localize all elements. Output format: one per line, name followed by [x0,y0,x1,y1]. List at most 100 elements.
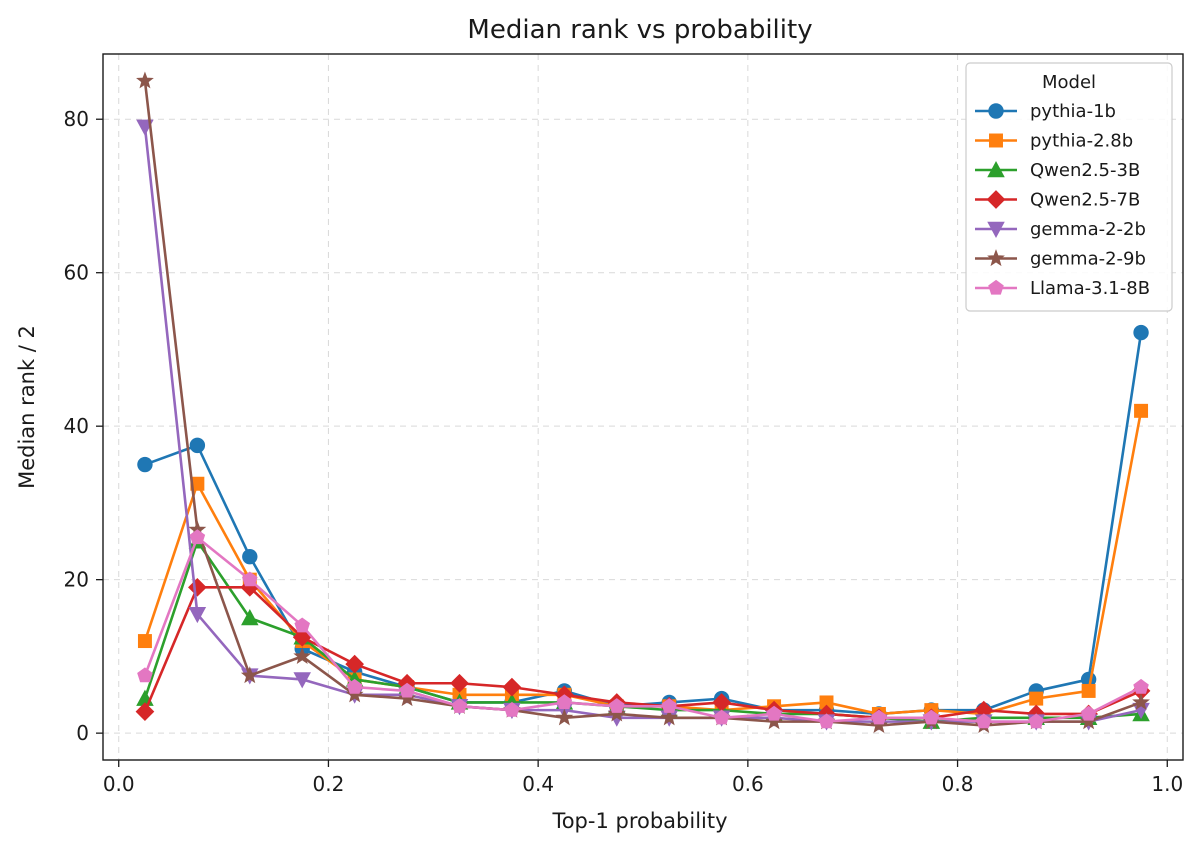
data-point-pythia-1b [242,548,258,565]
data-point-pythia-2-8b [137,634,152,649]
legend: Model pythia-1b pythia-2.8b Qwen2.5-3B Qwen… [965,62,1173,312]
data-point-llama-3-1-8b [556,694,573,710]
data-point-qwen2-5-7b [450,673,469,693]
data-point-gemma-2-9b [293,647,312,664]
y-tick-label: 60 [64,261,89,285]
data-point-llama-3-1-8b [294,617,310,633]
legend-label-pythia-2-8b: pythia-2.8b [1030,131,1133,152]
grid-lines [103,54,1183,760]
data-point-llama-3-1-8b [346,678,363,694]
x-tick-label: 0.2 [313,772,345,796]
y-axis-label: Median rank / 2 [15,325,39,489]
data-point-llama-3-1-8b [1080,705,1097,721]
x-tick-label: 0.4 [522,772,554,796]
legend-marker-pythia-1b [988,103,1004,119]
series-pythia-2-8b [137,403,1149,721]
legend-label-qwen2-5-7b: Qwen2.5-7B [1030,190,1140,211]
data-point-llama-3-1-8b [818,713,835,729]
legend-box [965,62,1173,312]
data-point-qwen2-5-7b [502,677,522,697]
data-point-qwen2-5-3b [241,609,259,626]
y-axis-ticks: 0 20 40 60 80 [64,107,103,745]
data-point-pythia-1b [1133,324,1149,341]
data-point-gemma-2-9b [607,704,626,722]
data-point-pythia-1b [189,437,206,454]
legend-item-qwen2-5-7b: Qwen2.5-7B [975,190,1140,211]
legend-label-pythia-1b: pythia-1b [1030,101,1116,122]
data-point-llama-3-1-8b [976,713,992,729]
legend-item-llama-3-1-8b: Llama-3.1-8B [975,278,1150,299]
x-tick-label: 0.8 [942,772,974,796]
x-tick-label: 0.6 [732,772,764,796]
data-point-gemma-2-9b [240,666,259,684]
data-point-gemma-2-9b [870,716,888,734]
legend-item-gemma-2-2b: gemma-2-2b [975,219,1146,240]
series-line-pythia-2-8b [143,410,1143,716]
x-axis-label: Top-1 probability [551,809,727,833]
data-point-llama-3-1-8b [661,698,677,713]
data-point-llama-3-1-8b [871,709,887,725]
legend-item-qwen2-5-3b: Qwen2.5-3B [975,160,1140,181]
data-point-llama-3-1-8b [451,698,468,713]
data-point-gemma-2-9b [345,685,364,703]
legend-marker-gemma-2-2b [987,221,1005,238]
data-point-llama-3-1-8b [923,709,940,725]
legend-items: pythia-1b pythia-2.8b Qwen2.5-3B Qwen2.5-7B… [975,101,1150,299]
data-point-gemma-2-9b [1132,693,1150,711]
data-point-gemma-2-2b [188,606,207,624]
data-point-llama-3-1-8b [504,701,520,717]
data-point-llama-3-1-8b [137,667,153,683]
data-point-llama-3-1-8b [189,529,206,545]
data-point-gemma-2-2b [293,672,311,689]
data-point-llama-3-1-8b [713,709,730,725]
data-point-qwen2-5-7b [135,702,155,721]
legend-label-gemma-2-9b: gemma-2-9b [1030,249,1146,270]
legend-label-gemma-2-2b: gemma-2-2b [1030,219,1146,240]
legend-item-pythia-1b: pythia-1b [975,101,1116,122]
data-point-qwen2-5-7b [345,654,364,674]
data-point-llama-3-1-8b [399,682,415,698]
chart-title: Median rank vs probability [467,15,812,45]
legend-marker-qwen2-5-3b [987,161,1005,178]
legend-item-pythia-2-8b: pythia-2.8b [975,131,1133,152]
data-point-gemma-2-9b [136,71,154,89]
series-line-pythia-1b [144,332,1143,716]
series-line-qwen2-5-7b [143,586,1142,720]
x-tick-label: 0.0 [103,772,135,796]
data-point-gemma-2-9b [555,708,574,726]
y-tick-label: 20 [64,568,89,592]
data-point-gemma-2-9b [660,708,679,726]
y-tick-label: 40 [64,414,89,438]
legend-title: Model [1042,72,1096,93]
data-point-llama-3-1-8b [242,571,258,587]
data-point-llama-3-1-8b [1133,678,1149,694]
series-layer [135,71,1151,734]
legend-label-llama-3-1-8b: Llama-3.1-8B [1030,278,1150,299]
series-line-llama-3-1-8b [143,536,1142,723]
data-point-pythia-2-8b [1081,683,1096,698]
legend-marker-pythia-2-8b [989,133,1003,148]
legend-marker-qwen2-5-7b [986,190,1006,209]
data-point-gemma-2-9b [398,689,416,707]
series-line-gemma-2-9b [143,80,1142,727]
data-point-llama-3-1-8b [609,698,625,713]
x-tick-label: 1.0 [1151,772,1183,796]
legend-item-gemma-2-9b: gemma-2-9b [975,249,1146,270]
legend-label-qwen2-5-3b: Qwen2.5-3B [1030,160,1140,181]
legend-marker-gemma-2-9b [987,249,1005,267]
data-point-pythia-1b [137,456,153,473]
data-point-gemma-2-9b [765,712,783,730]
data-point-pythia-2-8b [1134,403,1149,418]
data-point-gemma-2-9b [1079,712,1098,730]
x-axis-ticks: 0.0 0.2 0.4 0.6 0.8 1.0 [103,760,1183,796]
data-point-llama-3-1-8b [1028,713,1044,729]
y-tick-label: 0 [76,721,89,745]
data-point-llama-3-1-8b [766,705,782,721]
legend-marker-llama-3-1-8b [988,279,1004,295]
series-line-qwen2-5-3b [143,539,1142,723]
plot-frame [102,53,1184,761]
data-point-qwen2-5-7b [188,577,207,597]
y-tick-label: 80 [64,107,89,131]
series-llama-3-1-8b [137,529,1149,729]
